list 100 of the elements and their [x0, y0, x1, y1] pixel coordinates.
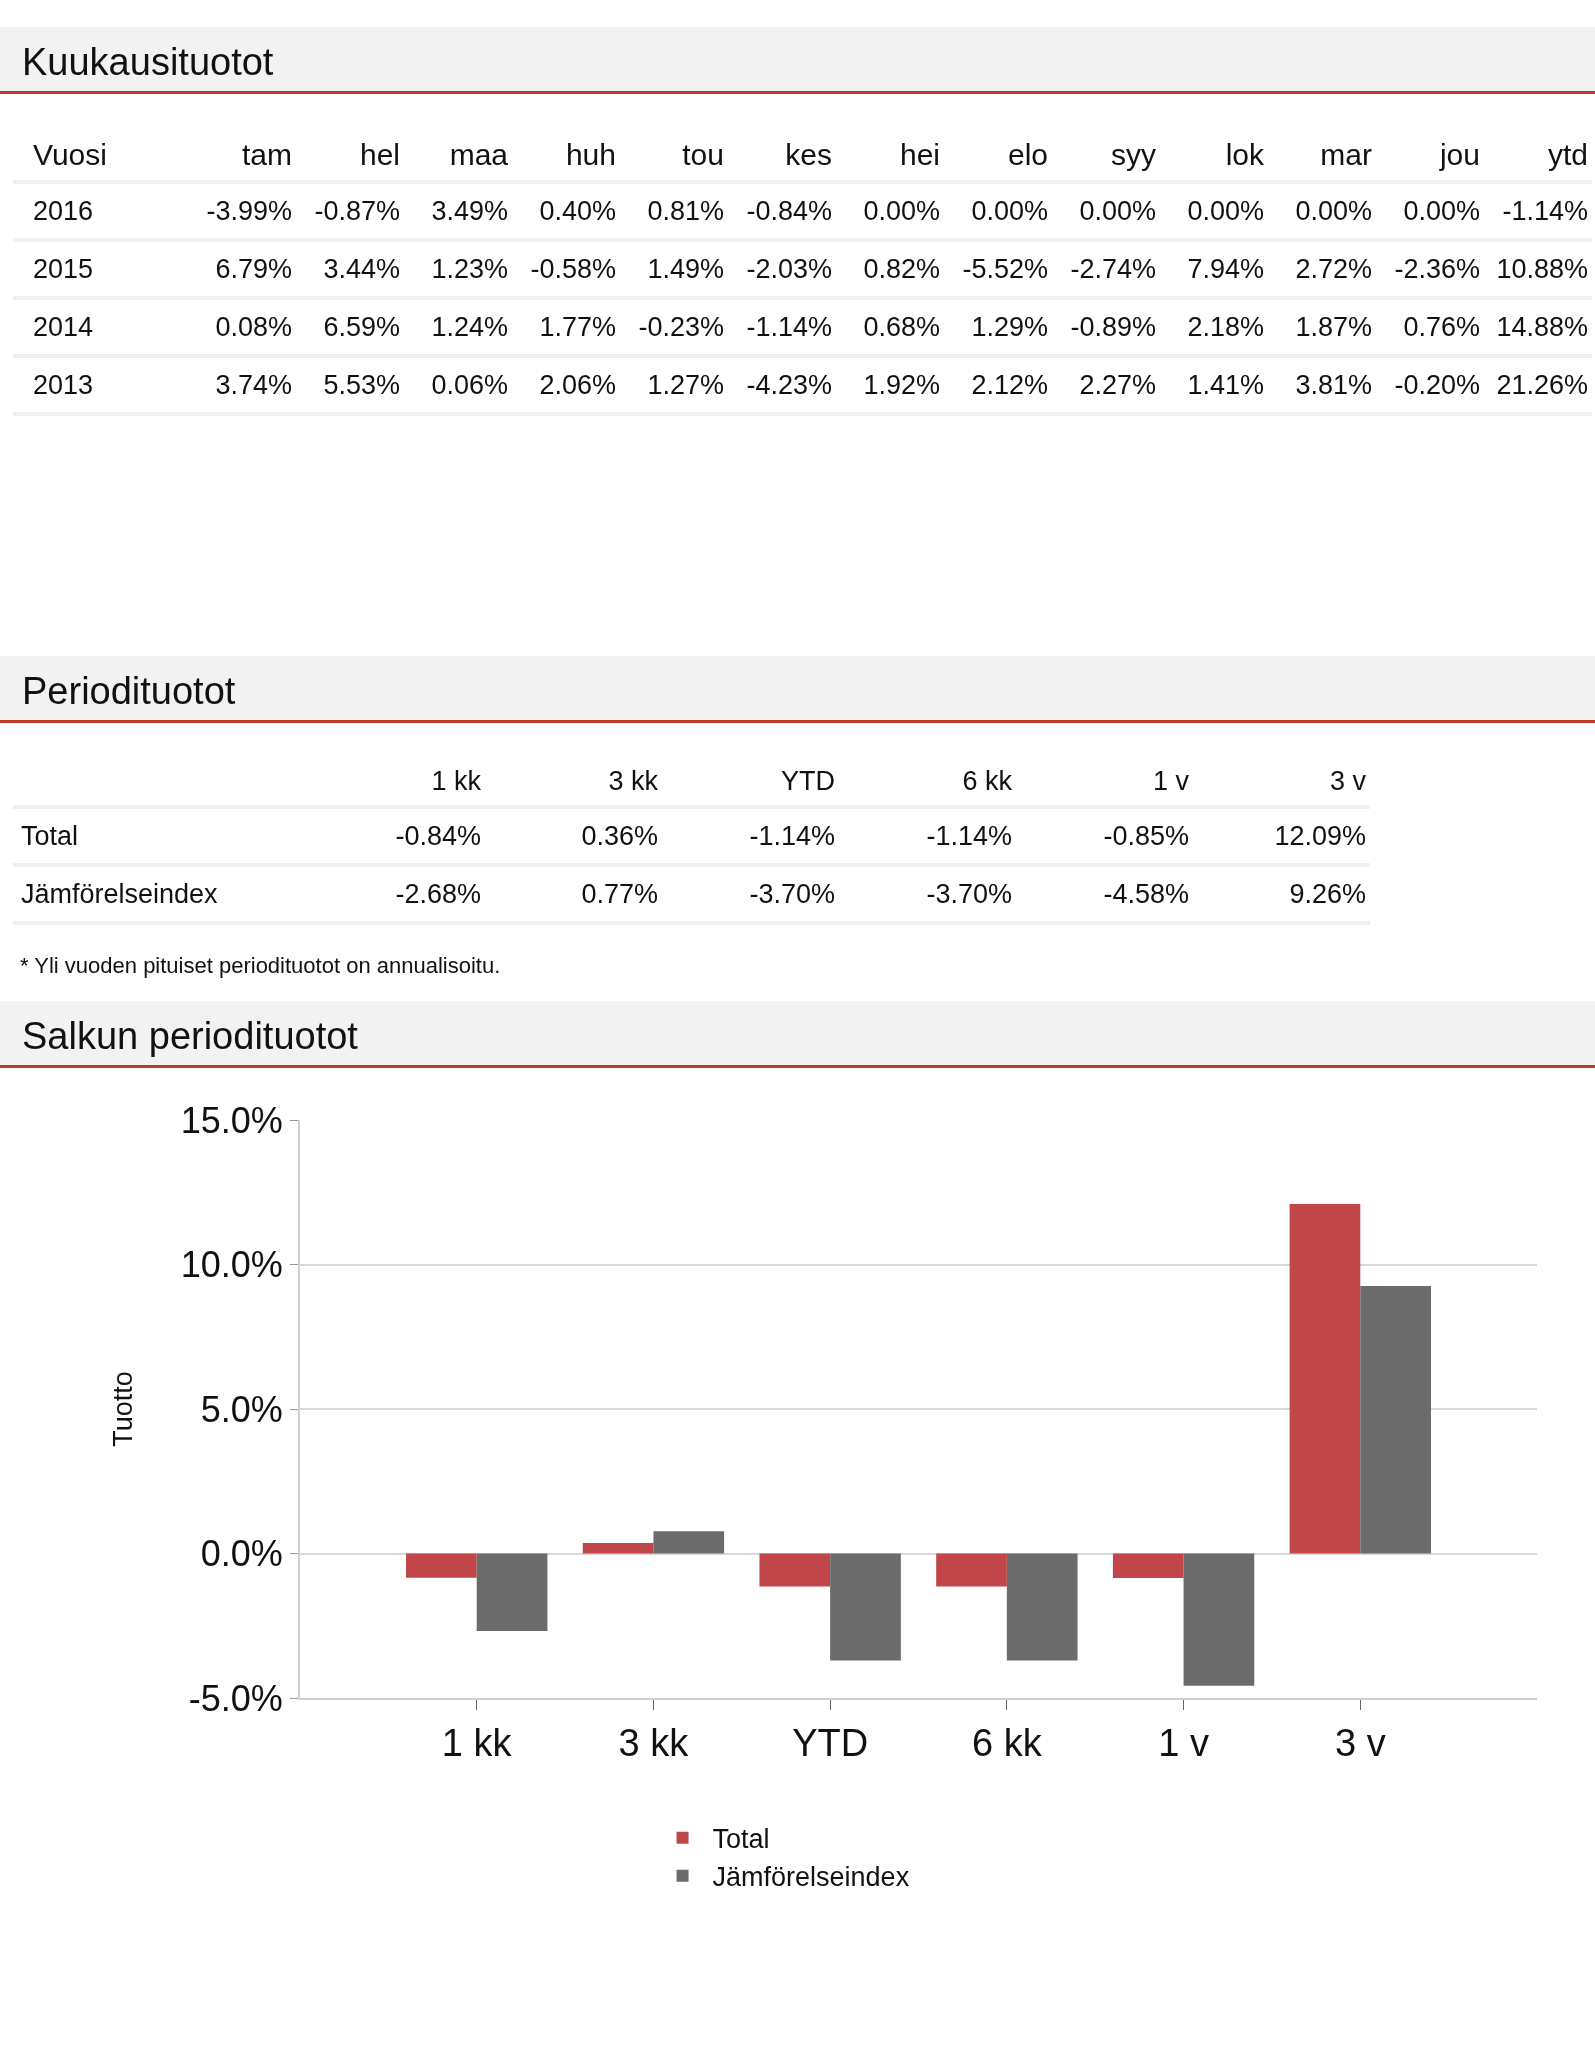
data-label: 0.36%: [485, 807, 662, 865]
y-axis-title: Vuosi: [13, 102, 188, 182]
data-label: -0.23%: [620, 298, 728, 356]
x-tick-label: YTD: [792, 1721, 869, 1764]
data-label: 0.00%: [944, 182, 1052, 240]
data-label: 14.88%: [1484, 298, 1592, 356]
data-label: 0.68%: [836, 298, 944, 356]
y-tick-label: 2016: [13, 182, 188, 240]
x-tick-label: elo: [944, 102, 1052, 182]
data-label: -3.99%: [188, 182, 296, 240]
data-label: 0.08%: [188, 298, 296, 356]
data-label: 1.29%: [944, 298, 1052, 356]
chart-subtitle: Salkun periodituotot: [0, 1001, 1595, 1068]
data-label: 21.26%: [1484, 356, 1592, 414]
data-label: 0.00%: [1376, 182, 1484, 240]
y-axis-title: Tuotto: [108, 1371, 139, 1447]
x-tick-label: hel: [296, 102, 404, 182]
data-label: 0.00%: [836, 182, 944, 240]
data-label: 0.00%: [1268, 182, 1376, 240]
data-label: 2.27%: [1052, 356, 1160, 414]
x-tick-label: 6 kk: [972, 1721, 1043, 1764]
x-tick-label: kes: [728, 102, 836, 182]
x-tick-label: hei: [836, 102, 944, 182]
data-label: 1.23%: [404, 240, 512, 298]
data-label: -0.20%: [1376, 356, 1484, 414]
data-label: 2.72%: [1268, 240, 1376, 298]
data-label: -0.89%: [1052, 298, 1160, 356]
x-tick-label: mar: [1268, 102, 1376, 182]
data-label: -5.52%: [944, 240, 1052, 298]
data-label: -4.23%: [728, 356, 836, 414]
data-label: 1.27%: [620, 356, 728, 414]
x-tick-label: maa: [404, 102, 512, 182]
category-label: 6 kk: [962, 766, 1012, 796]
text: Total: [21, 820, 79, 851]
data-label: -0.84%: [728, 182, 836, 240]
x-tick-label: 1 kk: [441, 1721, 513, 1764]
data-label: 5.53%: [296, 356, 404, 414]
y-tick-label: -5.0%: [188, 1677, 283, 1719]
data-label: 6.59%: [296, 298, 404, 356]
y-tick-label: 10.0%: [180, 1244, 283, 1286]
chart-title: Kuukausituotot: [0, 27, 1595, 94]
data-label: 3.74%: [188, 356, 296, 414]
text: Jämförelseindex: [21, 878, 218, 909]
data-label: 0.81%: [620, 182, 728, 240]
x-tick-label: 3 kk: [618, 1721, 690, 1764]
x-tick-label: tam: [188, 102, 296, 182]
data-label: -2.03%: [728, 240, 836, 298]
y-tick-label: 2014: [13, 298, 188, 356]
category-label: 3 v: [1329, 766, 1366, 796]
data-label: -1.14%: [728, 298, 836, 356]
data-label: -2.68%: [308, 865, 485, 923]
legend-label: Jämförelseindex: [712, 1862, 910, 1893]
data-label: 1.87%: [1268, 298, 1376, 356]
text: * Yli vuoden pituiset periodituotot on annualisoitu.: [19, 953, 502, 979]
x-tick-label: lok: [1160, 102, 1268, 182]
data-label: 0.06%: [404, 356, 512, 414]
data-label: 2.12%: [944, 356, 1052, 414]
data-label: 9.26%: [1193, 865, 1370, 923]
data-label: -0.84%: [308, 807, 485, 865]
data-label: 0.40%: [512, 182, 620, 240]
x-tick-label: 1 v: [1158, 1721, 1209, 1764]
y-tick-label: 5.0%: [200, 1388, 283, 1430]
data-label: 0.76%: [1376, 298, 1484, 356]
data-label: -0.58%: [512, 240, 620, 298]
data-label: 6.79%: [188, 240, 296, 298]
category-label: 1 v: [1152, 766, 1189, 796]
data-label: 10.88%: [1484, 240, 1592, 298]
category-label: 3 kk: [608, 766, 658, 796]
data-label: 1.49%: [620, 240, 728, 298]
y-tick-label: 2015: [13, 240, 188, 298]
data-label: 1.92%: [836, 356, 944, 414]
legend-label: Total: [712, 1824, 770, 1855]
data-label: -0.85%: [1016, 807, 1193, 865]
category-label: YTD: [781, 766, 835, 796]
data-label: -3.70%: [662, 865, 839, 923]
data-label: 1.77%: [512, 298, 620, 356]
x-tick-label: jou: [1376, 102, 1484, 182]
data-label: -3.70%: [839, 865, 1016, 923]
x-tick-label: 3 v: [1334, 1721, 1386, 1764]
y-tick-label: 0.0%: [200, 1533, 283, 1575]
data-label: 2.18%: [1160, 298, 1268, 356]
y-tick-label: 15.0%: [180, 1099, 283, 1141]
y-tick-label: 2013: [13, 356, 188, 414]
data-label: 7.94%: [1160, 240, 1268, 298]
data-label: -0.87%: [296, 182, 404, 240]
data-label: 3.81%: [1268, 356, 1376, 414]
data-label: 1.41%: [1160, 356, 1268, 414]
data-label: 1.24%: [404, 298, 512, 356]
data-label: 12.09%: [1193, 807, 1370, 865]
data-label: 3.44%: [296, 240, 404, 298]
data-label: 0.77%: [485, 865, 662, 923]
data-label: 0.82%: [836, 240, 944, 298]
category-label: 1 kk: [431, 766, 481, 796]
data-label: 2.06%: [512, 356, 620, 414]
x-tick-label: syy: [1052, 102, 1160, 182]
x-tick-label: ytd: [1484, 102, 1592, 182]
x-tick-label: huh: [512, 102, 620, 182]
x-tick-label: tou: [620, 102, 728, 182]
data-label: -1.14%: [1484, 182, 1592, 240]
data-label: -2.74%: [1052, 240, 1160, 298]
